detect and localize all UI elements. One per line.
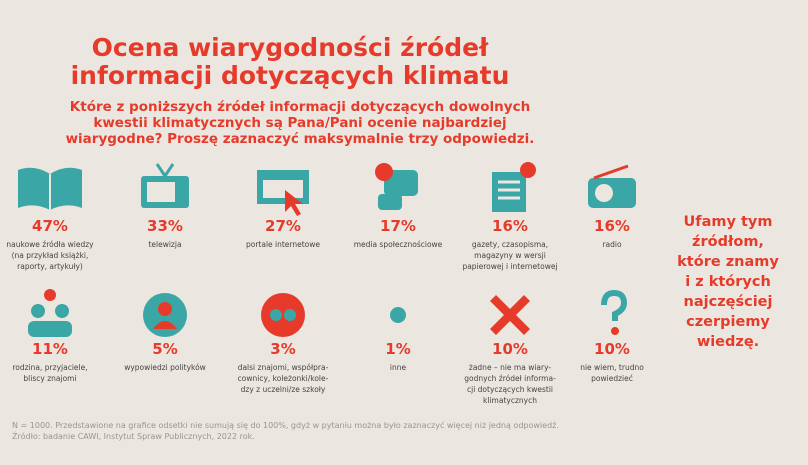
footnote: Źródło: badanie CAWI, Instytut Spraw Pub… — [12, 430, 255, 441]
icon-page — [263, 180, 303, 198]
icon-dot — [611, 327, 619, 335]
item-label: radio — [602, 240, 622, 249]
icon-bubble2 — [378, 194, 402, 210]
icon — [490, 295, 530, 335]
icon — [588, 164, 636, 208]
question: Które z poniższych źródeł informacji dot… — [70, 99, 530, 115]
icon — [601, 289, 628, 335]
icon — [257, 170, 309, 216]
item-label: portale internetowe — [246, 240, 320, 249]
footnote: N = 1000. Przedstawione na grafice odset… — [12, 420, 559, 430]
item-label: cji dotyczących kwestii — [467, 385, 553, 394]
icon-paper — [492, 172, 526, 212]
item-label: dzy z uczelni/ze szkoły — [241, 385, 326, 394]
question: kwestii klimatycznych są Pana/Pani oceni… — [93, 115, 506, 131]
icon — [492, 162, 536, 212]
item-label: magazyny w wersji — [474, 251, 546, 260]
icon-head — [55, 304, 69, 318]
item-label: media społecznościowe — [354, 240, 443, 249]
icon-body — [28, 321, 72, 337]
icon-screen — [147, 182, 175, 202]
icon-heart — [375, 163, 393, 181]
question: wiarygodne? Proszę zaznaczyć maksymalnie… — [66, 131, 535, 147]
percent: 16% — [594, 217, 630, 235]
item-label: rodzina, przyjaciele, — [12, 363, 87, 372]
item-label: cownicy, koleżonki/kole- — [238, 374, 329, 383]
icon-head — [158, 302, 172, 316]
icon-question — [601, 289, 628, 321]
icon-head — [284, 309, 296, 321]
item-label: naukowe źródła wiedzy — [6, 240, 94, 249]
item-label: raporty, artykuły) — [17, 262, 83, 271]
percent: 10% — [492, 340, 528, 358]
side-note: czerpiemy — [686, 314, 770, 330]
percent: 27% — [265, 217, 301, 235]
percent: 11% — [32, 340, 68, 358]
item-label: bliscy znajomi — [23, 374, 76, 383]
icon — [18, 167, 82, 210]
side-note: które znamy — [677, 254, 779, 270]
side-note: najczęściej — [684, 294, 773, 310]
icon-speaker — [595, 184, 613, 202]
icon-body — [153, 321, 177, 329]
item-label: telewizja — [148, 240, 181, 249]
percent: 10% — [594, 340, 630, 358]
icon-x — [490, 295, 530, 335]
icon-dot — [390, 307, 406, 323]
side-note: wiedzę. — [697, 334, 759, 350]
icon-antenna — [155, 163, 167, 177]
side-note: i z których — [685, 274, 771, 290]
icon-circle — [261, 293, 305, 337]
item-label: (na przykład książki, — [12, 251, 89, 260]
icon-bubble — [384, 170, 418, 196]
percent: 1% — [385, 340, 410, 358]
icon — [261, 293, 305, 337]
icon-head — [270, 309, 282, 321]
side-note: Ufamy tym — [684, 214, 773, 230]
item-label: klimatycznych — [483, 396, 537, 405]
item-label: gazety, czasopisma, — [472, 240, 548, 249]
icon-cursor — [285, 190, 303, 216]
percent: 17% — [380, 217, 416, 235]
percent: 47% — [32, 217, 68, 235]
item-label: godnych źródeł informa- — [464, 374, 556, 383]
item-label: papierowej i internetowej — [462, 262, 557, 271]
item-label: dalsi znajomi, współpra- — [238, 363, 329, 372]
title: informacji dotyczących klimatu — [71, 61, 510, 90]
item-label: nie wiem, trudno — [580, 363, 644, 372]
icon-handle — [593, 164, 629, 180]
title: Ocena wiarygodności źródeł — [92, 33, 489, 62]
item-label: wypowiedzi polityków — [124, 363, 206, 372]
item-label: powiedzieć — [591, 374, 633, 383]
percent: 16% — [492, 217, 528, 235]
icon-star — [520, 162, 536, 178]
icon-head — [31, 304, 45, 318]
icon — [141, 163, 189, 208]
item-label: inne — [390, 363, 407, 372]
percent: 5% — [152, 340, 177, 358]
icon-heart — [44, 289, 56, 301]
percent: 3% — [270, 340, 295, 358]
icon — [143, 293, 187, 337]
percent: 33% — [147, 217, 183, 235]
side-note: źródłom, — [692, 234, 764, 250]
icon — [28, 289, 72, 337]
icon-antenna — [163, 163, 175, 177]
item-label: żadne – nie ma wiary- — [469, 363, 552, 372]
icon — [390, 307, 406, 323]
icon — [375, 163, 418, 210]
